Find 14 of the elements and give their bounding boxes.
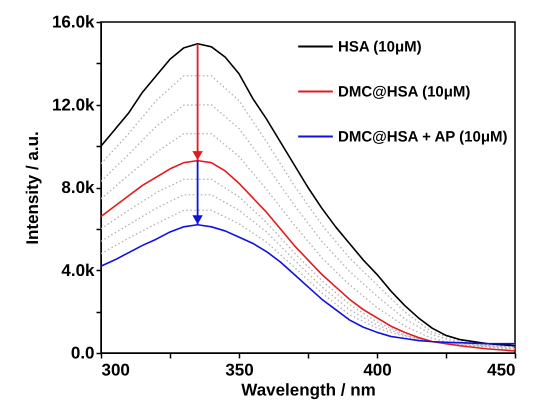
legend-label: DMC@HSA + AP (10μM) xyxy=(338,128,508,146)
legend-label: HSA (10μM) xyxy=(338,38,422,56)
x-axis-title: Wavelength / nm xyxy=(241,380,376,400)
y-axis-title: Intensity / a.u. xyxy=(22,131,42,245)
y-tick-label: 12.0k xyxy=(52,95,96,114)
y-tick-label: 8.0k xyxy=(61,178,96,197)
x-tick-label: 300 xyxy=(102,360,130,380)
y-tick-label: 4.0k xyxy=(61,260,96,280)
y-tick-label: 0.0 xyxy=(70,344,94,362)
legend-label: DMC@HSA (10μM) xyxy=(338,84,470,100)
x-tick-label: 400 xyxy=(363,360,392,380)
x-tick-label: 450 xyxy=(487,360,516,380)
x-tick-label: 350 xyxy=(225,360,254,380)
y-tick-label: 16.0k xyxy=(52,12,96,32)
